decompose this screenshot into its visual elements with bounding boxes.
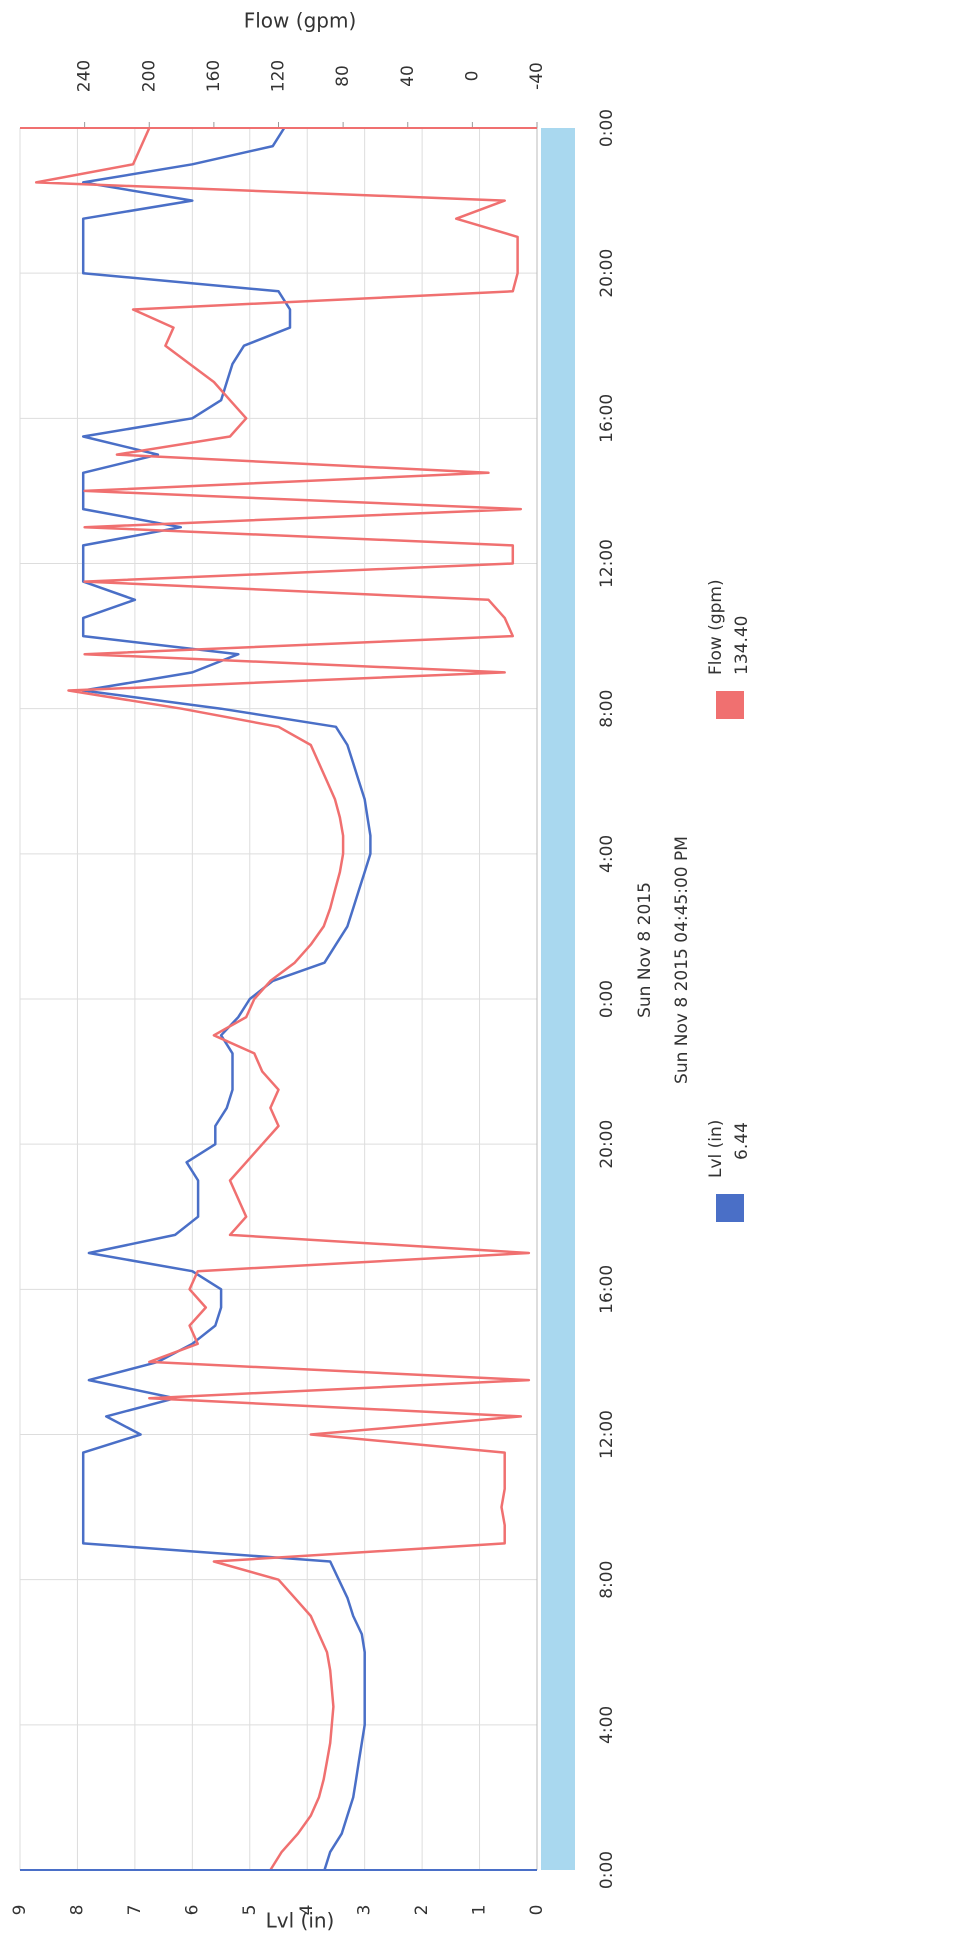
y-tick-label: 9	[10, 1905, 30, 1916]
y2-tick-label: 240	[75, 60, 95, 92]
y-tick-label: 1	[470, 1905, 490, 1916]
y-tick-label: 0	[527, 1905, 547, 1916]
legend-swatch	[716, 1194, 744, 1222]
x-tick-label: 12:00	[597, 1410, 617, 1459]
readout-time: Sun Nov 8 2015 04:45:00 PM	[672, 836, 692, 1084]
series-line	[34, 127, 531, 1871]
y-tick-label: 8	[67, 1905, 87, 1916]
y2-tick-label: 120	[269, 60, 289, 92]
y2-tick-label: 40	[398, 65, 418, 87]
y-tick-label: 3	[355, 1905, 375, 1916]
y-tick-label: 7	[125, 1905, 145, 1916]
x-tick-label: 16:00	[597, 394, 617, 443]
readout-value: 6.44	[732, 1122, 752, 1160]
y-tick-label: 6	[182, 1905, 202, 1916]
y2-tick-label: 80	[333, 65, 353, 87]
y-tick-label: 5	[240, 1905, 260, 1916]
y2-tick-label: 0	[462, 71, 482, 82]
legend-swatch	[716, 691, 744, 719]
y-tick-label: 4	[297, 1905, 317, 1916]
legend-label: Flow (gpm)	[706, 579, 726, 675]
x-tick-label: 0:00	[597, 980, 617, 1018]
x-tick-label: 8:00	[597, 690, 617, 728]
x-tick-label: 20:00	[597, 1120, 617, 1169]
legend-label: Lvl (in)	[706, 1120, 726, 1178]
series-line	[81, 127, 372, 1871]
x-tick-label: 0:00	[597, 109, 617, 147]
y2-axis-title: Flow (gpm)	[244, 9, 357, 33]
y2-tick-label: 160	[204, 60, 224, 92]
x-tick-label: 4:00	[597, 1706, 617, 1744]
x-tick-label: 20:00	[597, 249, 617, 298]
readout-value: 134.40	[732, 616, 752, 675]
y-axis-title: Lvl (in)	[266, 1909, 335, 1933]
y2-tick-label: 200	[139, 60, 159, 92]
x-axis-title: Sun Nov 8 2015	[635, 882, 655, 1018]
x-tick-label: 16:00	[597, 1265, 617, 1314]
rotated-chart: Sun Nov 8 2015 Sun Nov 8 2015 04:45:00 P…	[10, 60, 752, 1916]
x-tick-label: 8:00	[597, 1561, 617, 1599]
x-tick-label: 12:00	[597, 539, 617, 588]
y-tick-label: 2	[412, 1905, 432, 1916]
x-tick-label: 4:00	[597, 835, 617, 873]
x-tick-label: 0:00	[597, 1851, 617, 1889]
scrollbar	[541, 128, 575, 1870]
y2-tick-label: -40	[527, 62, 547, 90]
